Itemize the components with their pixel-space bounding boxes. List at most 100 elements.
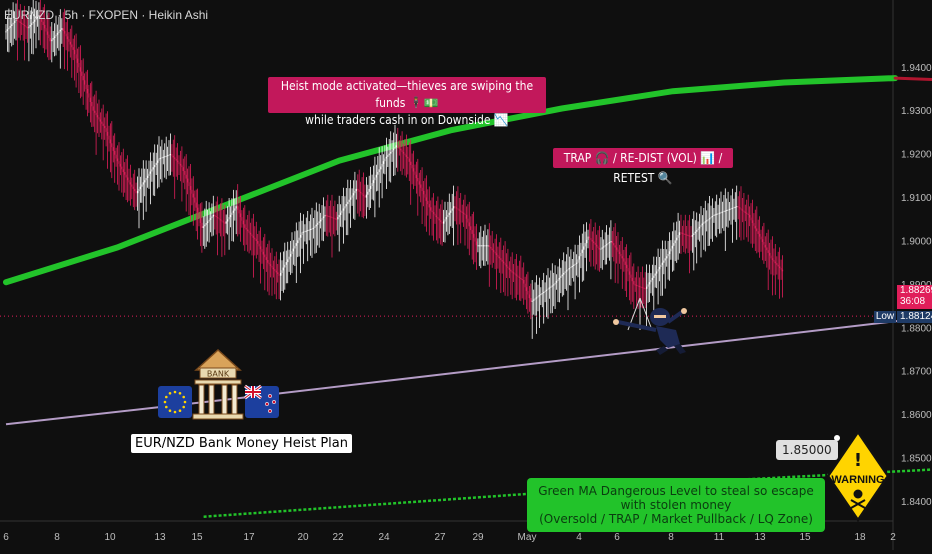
candle-body [587,236,589,240]
eu-star [173,410,177,414]
candle-body [271,265,273,268]
candle-body [74,49,76,55]
candle-body [734,206,736,208]
heist-callout[interactable]: Heist mode activated—thieves are swiping… [268,77,546,127]
candle-body [342,208,345,211]
candle-body [239,213,242,218]
candle-body [530,298,532,302]
trap-callout[interactable]: TRAP 🎧 / RE-DIST (VOL) 📊 / RETEST 🔍 [553,148,733,185]
candle-body [527,290,529,295]
candle-body [25,26,27,28]
target-point [834,435,840,441]
candle-body [746,212,748,214]
candle-body [750,217,752,221]
candle-body [420,184,422,188]
candle-body [189,186,192,190]
candle-body [188,182,190,187]
candle-body [767,250,769,253]
candle-body [517,275,519,277]
price-axis[interactable]: 1.940001.930001.920001.910001.900001.890… [901,63,932,508]
candle-body [249,232,252,235]
candle-body [169,154,171,156]
nz-flag-icon [244,384,279,418]
candle-body [264,254,266,258]
candle-body [421,187,423,192]
candle-body [81,71,83,76]
candle-body [320,219,322,222]
candle-body [291,251,293,254]
candle-body [477,245,479,247]
candle-body [341,210,343,213]
candle-body [138,188,140,192]
candle-body [656,271,658,274]
candle-body [618,251,621,254]
heist-plan-label[interactable]: EUR/NZD Bank Money Heist Plan [131,434,352,453]
y-tick-label: 1.84000 [901,497,932,508]
candle-body [139,186,141,189]
candle-body [168,154,170,156]
candle-body [726,210,728,211]
candle-body [6,29,8,31]
candle-body [361,193,363,195]
x-tick-label: 6 [614,532,620,543]
candle-body [674,240,676,244]
candle-body [184,171,186,175]
candle-body [96,115,99,118]
candle-body [148,173,150,176]
candle-body [719,212,721,214]
x-tick-label: 15 [191,532,203,543]
candle-body [577,259,579,263]
candle-body [503,261,505,264]
candle-body [322,216,325,219]
candle-body [606,244,608,246]
candle-body [644,288,646,290]
chart-header[interactable]: EURNZD · 5h · FXOPEN · Heikin Ashi [4,8,209,22]
candle-body [219,219,222,221]
candle-body [561,274,563,277]
eu-star [182,395,185,399]
candle-body [668,251,671,254]
candle-body [45,28,47,32]
candle-body [596,244,598,247]
candle-body [85,84,87,89]
candle-body [453,206,455,209]
green-ma-note[interactable]: Green MA Dangerous Level to steal so esc… [527,478,825,532]
candle-body [531,300,533,302]
candle-body [364,196,366,198]
candle-body [543,292,545,294]
candle-body [427,200,429,205]
candle-body [583,246,585,250]
candle-body [221,220,223,222]
candle-body [664,258,666,261]
candle-body [400,148,402,151]
candle-body [172,155,174,158]
candle-body [673,243,675,246]
candle-body [676,237,678,241]
candle-body [116,158,119,162]
candle-body [545,289,548,291]
candle-body [89,97,91,102]
candle-body [14,21,16,23]
candle-body [88,93,90,98]
candle-body [340,212,342,215]
candle-body [430,207,432,211]
candle-body [185,174,187,179]
candle-body [588,236,590,239]
candle-body [404,153,406,156]
candle-body [688,235,691,237]
candle-body [152,167,154,170]
candle-body [491,248,493,251]
candle-body [616,247,618,250]
candle-body [255,239,257,241]
candle-body [475,241,478,246]
time-axis[interactable]: 6 8 10 13 15 17 20 22 24 27 29 May 4 6 8 11 13 15 18 2 [3,532,896,543]
target-price-label[interactable]: 1.85000 [776,440,838,460]
x-tick-label: 8 [668,532,674,543]
x-tick-label: 8 [54,532,60,543]
candle-body [324,214,326,217]
candle-body [11,24,13,26]
bank-icon: BANK [192,348,244,420]
candle-body [493,250,495,252]
candle-body [636,284,638,286]
candle-body [693,233,695,235]
